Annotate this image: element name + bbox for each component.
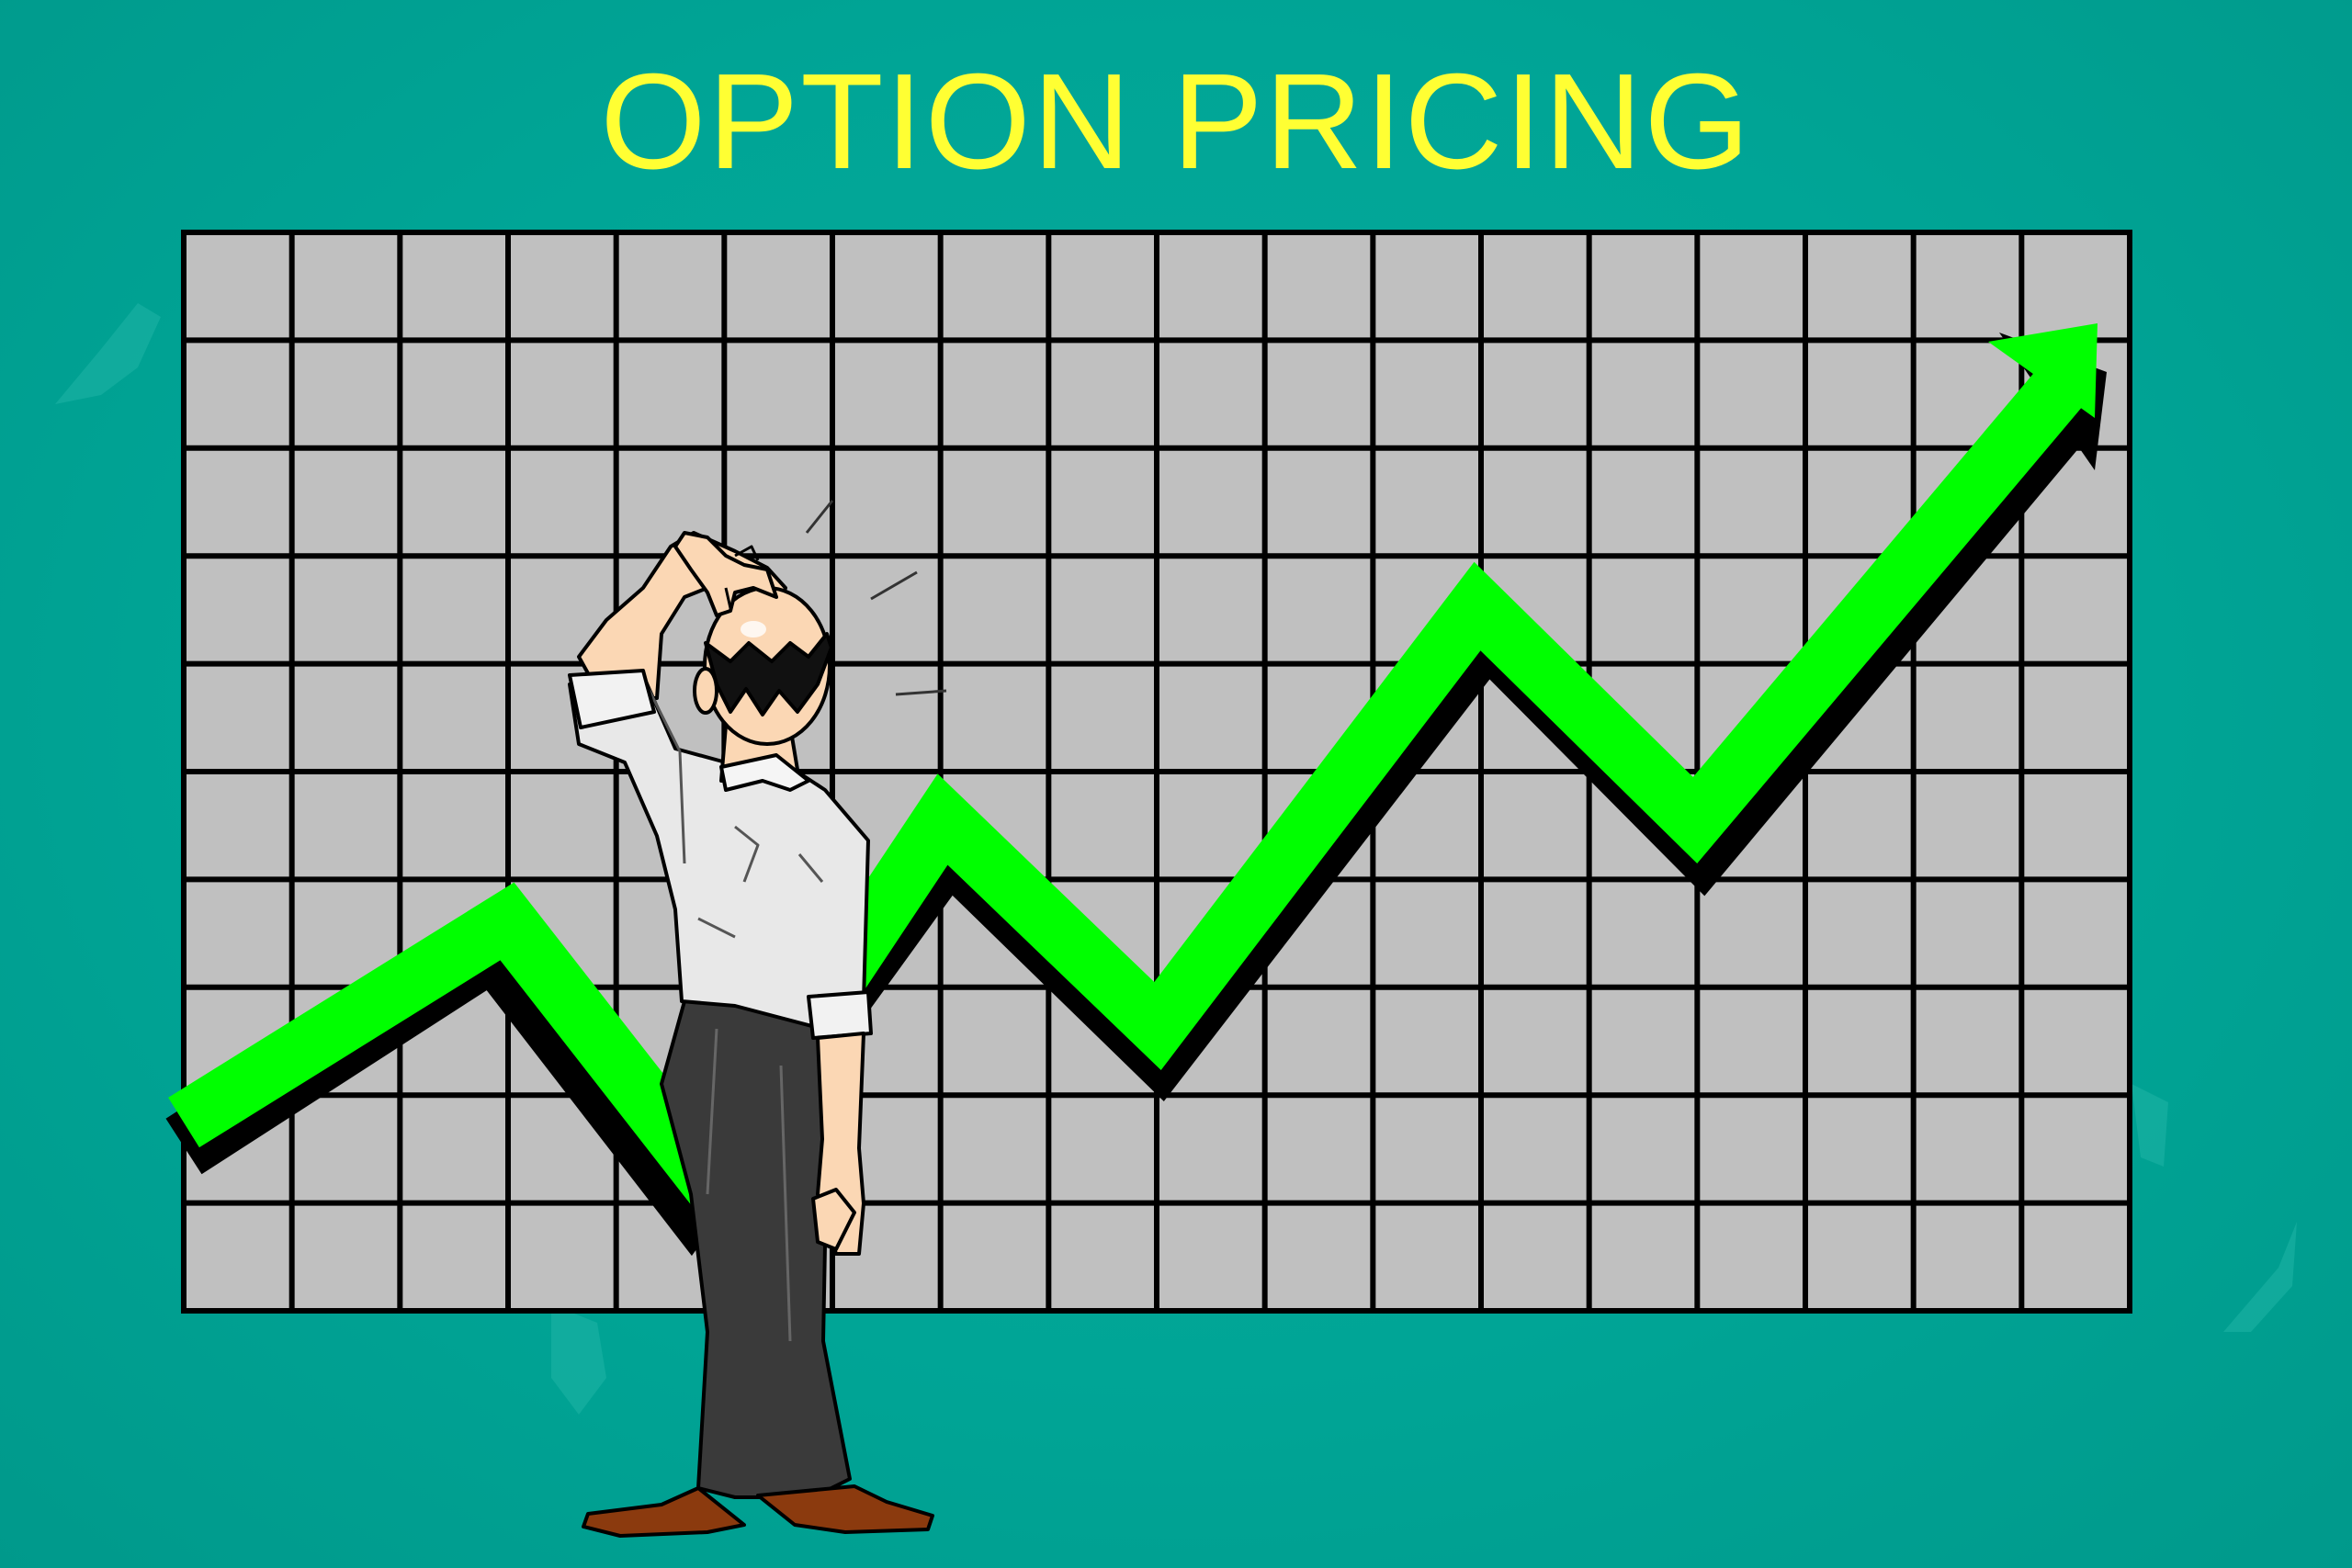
slide-title: OPTION PRICING [600,46,1752,197]
rising-arrow-icon [168,323,2098,1226]
chart-grid-board [181,230,2132,1314]
confused-man-icon [568,500,947,1538]
background-map-decoration [55,303,2297,1415]
thought-marks [805,500,947,696]
